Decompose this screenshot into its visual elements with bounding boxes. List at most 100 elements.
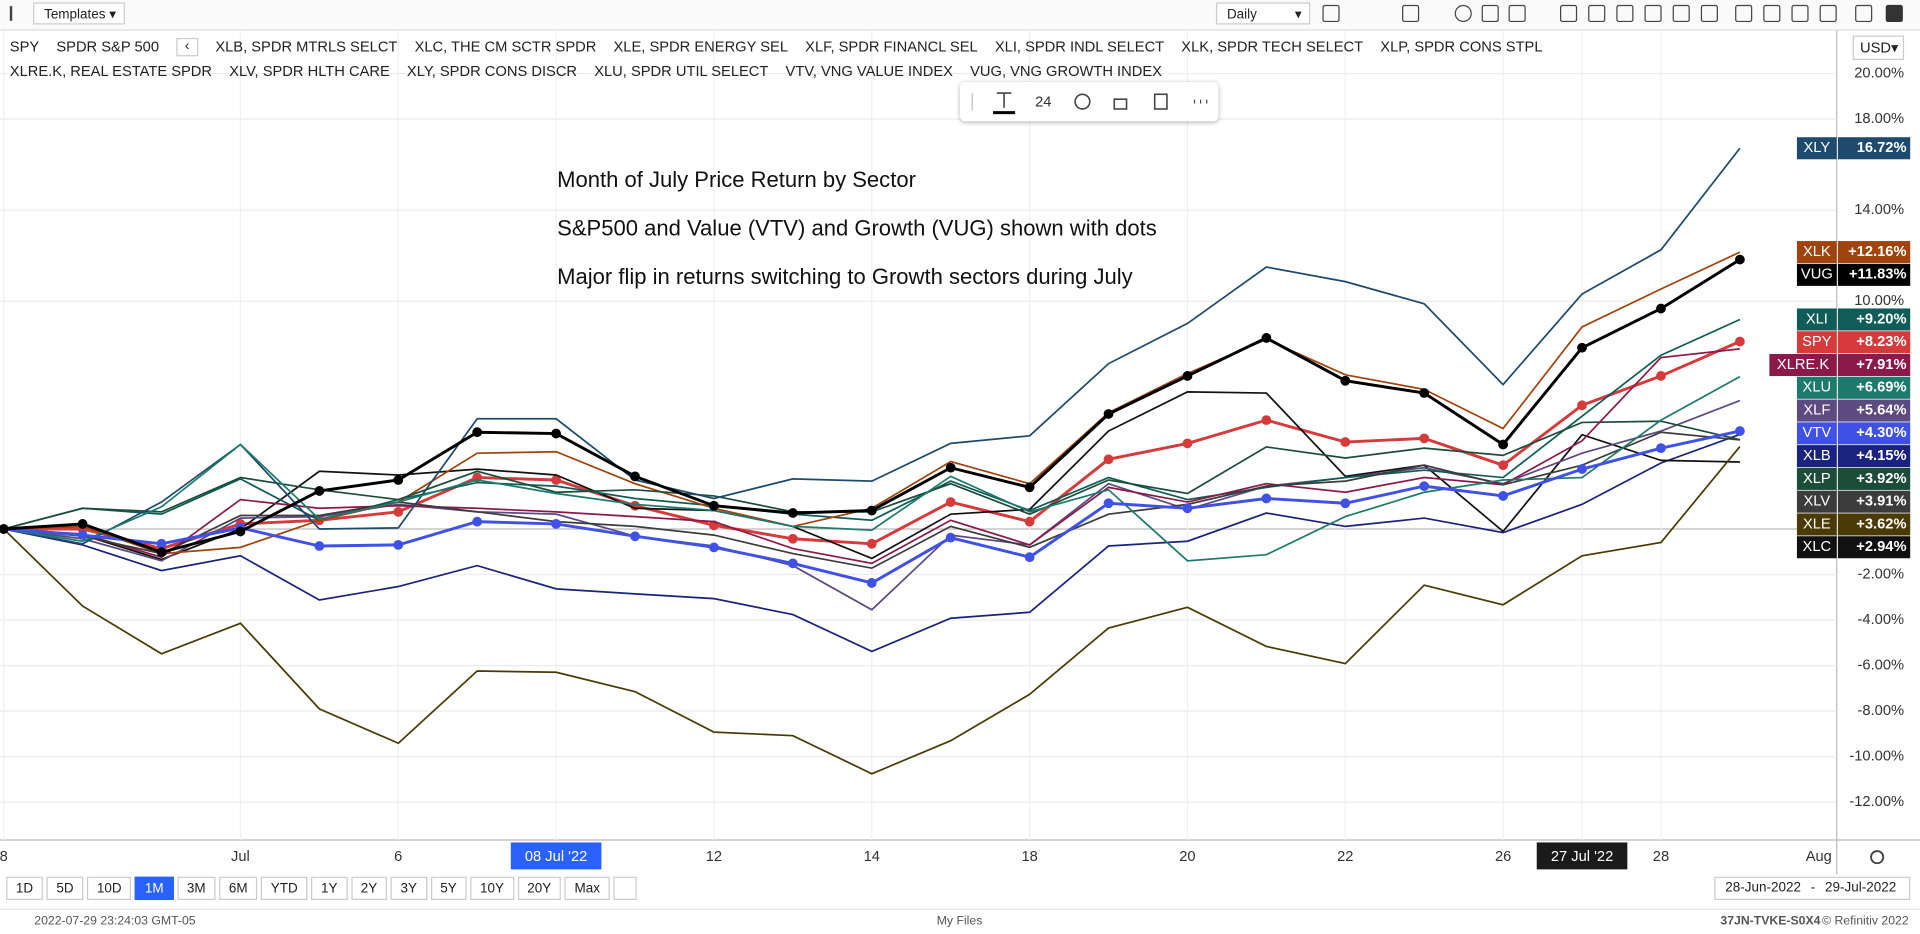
tool-icon[interactable] [1791,4,1809,23]
period-button[interactable]: 10Y [470,876,514,901]
legend-entry[interactable]: VTV, VNG VALUE INDEX [785,62,953,80]
x-tick-label: 26 [1495,849,1511,865]
tool-icon[interactable] [1735,4,1753,23]
legend: SPY SPDR S&P 500 ‹ XLB, SPDR MTRLS SELCT XLC… [9,37,1749,81]
interval-dropdown[interactable]: Daily ▾ [1215,2,1311,25]
series-line [3,433,1741,653]
gear[interactable] [1870,850,1885,865]
badge-symbol: VTV [1803,425,1832,441]
period-button[interactable]: 3M [177,876,216,901]
date-range[interactable]: 28-Jun-2022 - 29-Jul-2022 [1714,876,1911,901]
y-tick-label: 14.00% [1854,202,1904,218]
lock-icon[interactable] [1113,98,1128,110]
axes: 20.00% 18.00% 14.00% 10.00% -2.00% -4.00% -6.0… [0,65,1911,870]
legend-entry[interactable]: XLP, SPDR CONS STPL [1380,37,1543,56]
point [77,530,88,541]
currency-dropdown[interactable]: USD▾ [1852,35,1905,61]
point [1419,388,1430,398]
legend-entry[interactable]: XLF, SPDR FINANCL SEL [805,37,978,56]
badge-symbol: XLU [1803,380,1832,396]
settings-icon[interactable] [1870,850,1885,865]
period-button[interactable]: 1D [6,876,43,901]
text-style-icon[interactable] [996,92,1012,108]
period-button[interactable]: 3Y [390,876,427,901]
settings-icon[interactable] [1074,93,1091,110]
period-button[interactable]: 1M [135,876,174,901]
tool-icon[interactable] [1700,4,1718,23]
legend-entry[interactable]: XLV, SPDR HLTH CARE [229,62,390,80]
period-settings[interactable] [613,876,637,901]
x-tick-label: 08 Jul '22 [525,849,587,865]
badge-symbol: XLI [1806,311,1828,327]
legend-entry[interactable]: XLK, SPDR TECH SELECT [1181,37,1364,56]
tool-icon[interactable] [1644,4,1662,23]
legend-entry[interactable]: XLI, SPDR INDL SELECT [994,37,1165,56]
period-button[interactable]: Max [564,876,610,901]
legend-entry[interactable]: SPDR S&P 500 [56,37,159,56]
point [314,541,325,551]
point [393,506,404,517]
legend-symbol[interactable]: SPY [9,37,40,56]
point [156,547,167,558]
point [866,505,877,516]
badge-value: +5.64% [1856,402,1906,418]
tool-icon[interactable] [1508,4,1526,23]
badge-value-bg [1837,241,1911,264]
period-buttons: 1D 5D 10D 1M 3M 6M YTD 1Y 2Y 3Y 5Y 10Y 20Y Max [6,876,637,901]
period-button[interactable]: YTD [261,876,308,901]
point [1340,375,1351,386]
font-size[interactable]: 24 [1035,95,1051,111]
legend-entry[interactable]: XLRE.K, REAL ESTATE SPDR [9,62,213,80]
badge-value-bg [1837,513,1911,536]
badge-symbol: XLV [1804,494,1831,510]
period-button[interactable]: 10D [87,876,132,901]
badge-value: +12.16% [1848,244,1906,260]
panel-toggle[interactable] [9,6,27,21]
templates-dropdown[interactable]: Templates ▾ [33,2,125,25]
tool-icon[interactable] [1588,4,1606,23]
point [235,526,246,537]
tool-icon[interactable] [1763,4,1781,23]
tool-icon[interactable] [1616,4,1634,23]
tool-icon[interactable] [1454,4,1472,23]
tool-icon[interactable] [1560,4,1578,23]
legend-back[interactable]: ‹ [176,37,199,57]
point [1734,426,1745,436]
period-button[interactable]: 20Y [517,876,562,901]
tool-icon[interactable] [1402,4,1420,23]
badge-value-bg [1837,536,1911,559]
point [1340,498,1351,509]
legend-entry[interactable]: XLY, SPDR CONS DISCR [406,62,578,80]
annotations: Month of July Price Return by Sector S&P5… [557,167,1157,289]
chart: 20.00% 18.00% 14.00% 10.00% -2.00% -4.00% -6.0… [0,29,1920,875]
y-tick-label: -10.00% [1849,749,1904,765]
point [945,462,956,473]
legend-entry[interactable]: VUG, VNG GROWTH INDEX [970,62,1162,80]
tool-icon[interactable] [1481,4,1499,23]
tool-icon[interactable] [1855,4,1873,23]
legend-entry[interactable]: XLU, SPDR UTIL SELECT [594,62,769,80]
period-button[interactable]: 6M [219,876,258,901]
badge-value: +8.23% [1856,334,1906,350]
point [630,471,640,482]
tool-icon[interactable] [1672,4,1690,23]
tool-icon[interactable] [1819,4,1837,23]
period-button[interactable]: 2Y [350,876,388,901]
delete-icon[interactable] [1153,93,1168,110]
series-line [3,390,1740,561]
badge-symbol: XLY [1804,140,1831,156]
tool-icon[interactable] [1322,4,1340,23]
legend-entry[interactable]: XLB, SPDR MTRLS SELCT [215,37,398,56]
legend-entry[interactable]: XLC, THE CM SCTR SPDR [414,37,597,56]
point [1577,342,1587,353]
period-button[interactable]: 1Y [311,876,348,901]
period-button[interactable]: 5Y [430,876,467,901]
copyright: © Refinitiv 2022 [1822,914,1909,929]
badge-symbol-bg [1796,137,1837,160]
legend-entry[interactable]: XLE, SPDR ENERGY SEL [613,37,788,56]
period-button[interactable]: 5D [46,876,84,901]
point [1734,336,1745,347]
badge-symbol: SPY [1802,334,1832,350]
my-files[interactable]: My Files [936,914,983,929]
